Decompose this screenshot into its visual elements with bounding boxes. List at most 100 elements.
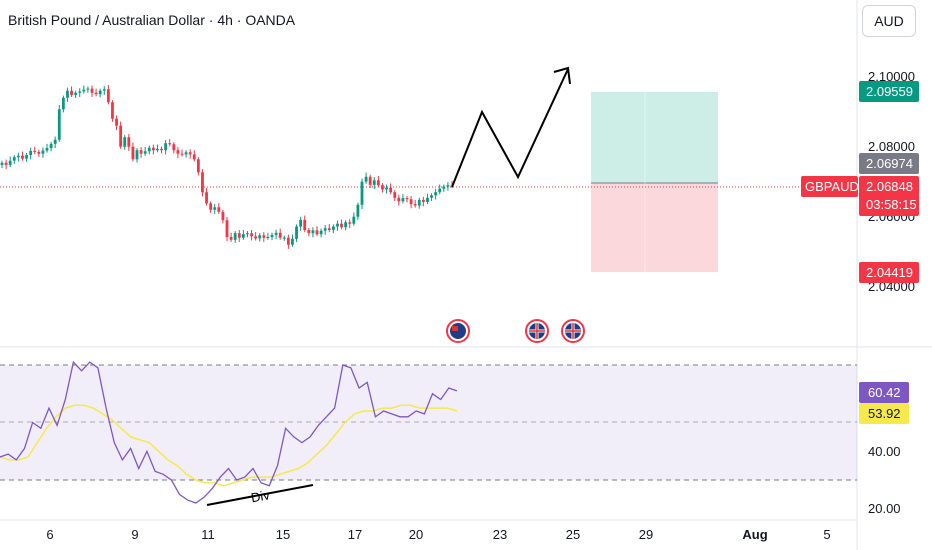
- candle-down[interactable]: [209, 203, 213, 210]
- candle-down[interactable]: [106, 89, 110, 103]
- candle-down[interactable]: [176, 150, 180, 154]
- candle-down[interactable]: [278, 232, 282, 238]
- candle-up[interactable]: [8, 160, 12, 165]
- candle-down[interactable]: [151, 147, 155, 151]
- candle-up[interactable]: [356, 204, 360, 217]
- candle-up[interactable]: [164, 143, 168, 151]
- candle-up[interactable]: [74, 92, 78, 95]
- candle-up[interactable]: [12, 157, 16, 161]
- candle-up[interactable]: [61, 97, 65, 110]
- candle-down[interactable]: [381, 185, 384, 190]
- candle-down[interactable]: [397, 197, 401, 202]
- candle-up[interactable]: [270, 234, 274, 237]
- candle-down[interactable]: [405, 198, 409, 200]
- candle-down[interactable]: [192, 154, 196, 160]
- currency-selector[interactable]: AUD: [862, 5, 916, 37]
- candle-down[interactable]: [70, 90, 73, 95]
- candle-up[interactable]: [123, 137, 127, 147]
- candle-down[interactable]: [160, 148, 163, 151]
- candle-up[interactable]: [49, 143, 53, 149]
- candle-down[interactable]: [307, 230, 311, 234]
- candle-up[interactable]: [323, 228, 327, 231]
- candle-up[interactable]: [364, 176, 368, 182]
- candle-up[interactable]: [66, 90, 69, 98]
- candle-up[interactable]: [344, 222, 348, 228]
- candle-down[interactable]: [250, 233, 253, 237]
- candle-down[interactable]: [413, 204, 417, 206]
- candle-down[interactable]: [196, 159, 200, 173]
- candle-up[interactable]: [360, 181, 364, 205]
- candle-down[interactable]: [221, 211, 225, 221]
- aud-event-icon[interactable]: [446, 319, 470, 343]
- candle-up[interactable]: [401, 198, 405, 202]
- candle-up[interactable]: [434, 192, 438, 196]
- candle-up[interactable]: [102, 89, 106, 91]
- candle-down[interactable]: [127, 137, 131, 147]
- candle-up[interactable]: [29, 150, 33, 156]
- candle-up[interactable]: [233, 233, 237, 240]
- candle-up[interactable]: [156, 148, 159, 151]
- rsi-ma-line[interactable]: [0, 404, 458, 487]
- candle-up[interactable]: [246, 233, 249, 235]
- candle-up[interactable]: [319, 230, 323, 235]
- candle-down[interactable]: [393, 192, 397, 198]
- candle-down[interactable]: [217, 207, 221, 212]
- candle-up[interactable]: [57, 109, 61, 140]
- candle-up[interactable]: [274, 232, 278, 235]
- candle-down[interactable]: [315, 230, 319, 235]
- candle-down[interactable]: [303, 219, 307, 230]
- stop-zone[interactable]: [591, 183, 718, 272]
- candle-up[interactable]: [184, 152, 188, 155]
- candle-up[interactable]: [16, 155, 20, 158]
- candle-up[interactable]: [258, 235, 262, 239]
- candle-down[interactable]: [4, 162, 8, 165]
- candle-down[interactable]: [229, 237, 233, 240]
- target-zone[interactable]: [591, 92, 718, 183]
- candle-up[interactable]: [135, 150, 139, 160]
- candle-down[interactable]: [201, 172, 204, 193]
- candle-up[interactable]: [430, 195, 433, 198]
- projection-path[interactable]: [451, 68, 569, 188]
- candle-down[interactable]: [94, 92, 98, 95]
- candle-down[interactable]: [168, 143, 172, 145]
- candle-down[interactable]: [172, 144, 176, 151]
- candle-down[interactable]: [225, 220, 229, 237]
- candle-down[interactable]: [376, 180, 380, 186]
- candle-up[interactable]: [311, 230, 315, 234]
- candle-down[interactable]: [33, 150, 37, 152]
- candle-up[interactable]: [299, 219, 303, 227]
- candle-up[interactable]: [291, 238, 294, 245]
- candle-up[interactable]: [352, 216, 356, 224]
- candle-down[interactable]: [37, 151, 41, 154]
- candle-down[interactable]: [348, 222, 352, 224]
- candle-up[interactable]: [82, 89, 86, 92]
- candle-up[interactable]: [331, 226, 335, 231]
- candle-up[interactable]: [45, 148, 49, 151]
- candle-up[interactable]: [25, 155, 28, 159]
- candle-down[interactable]: [180, 153, 184, 155]
- candle-down[interactable]: [21, 155, 24, 159]
- candle-up[interactable]: [372, 180, 376, 185]
- candle-down[interactable]: [139, 150, 143, 154]
- candle-down[interactable]: [115, 118, 118, 126]
- candle-up[interactable]: [53, 139, 57, 144]
- candle-down[interactable]: [262, 235, 266, 238]
- candle-down[interactable]: [340, 223, 343, 228]
- candle-up[interactable]: [385, 187, 388, 190]
- candle-down[interactable]: [368, 176, 372, 185]
- candle-up[interactable]: [426, 197, 429, 202]
- candle-down[interactable]: [205, 192, 208, 204]
- candle-down[interactable]: [409, 199, 413, 205]
- candle-up[interactable]: [41, 150, 45, 154]
- divergence-line[interactable]: [206, 484, 314, 506]
- candle-up[interactable]: [241, 234, 245, 238]
- candle-up[interactable]: [282, 237, 286, 239]
- candle-up[interactable]: [213, 207, 217, 210]
- candle-up[interactable]: [295, 226, 298, 239]
- candle-up[interactable]: [86, 88, 90, 90]
- candle-down[interactable]: [237, 233, 241, 238]
- candle-down[interactable]: [421, 199, 425, 202]
- candle-up[interactable]: [147, 147, 151, 152]
- candle-up[interactable]: [78, 91, 82, 93]
